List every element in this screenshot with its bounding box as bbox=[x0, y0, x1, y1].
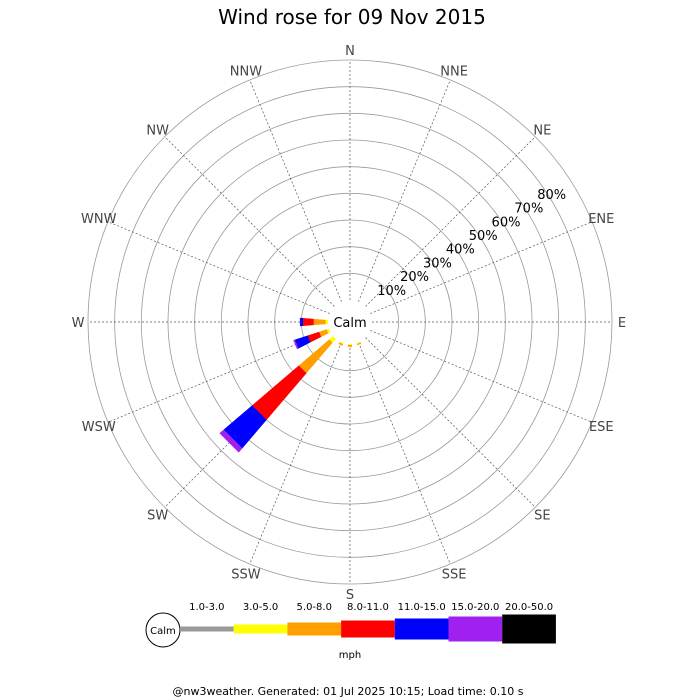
grid-spoke bbox=[370, 221, 593, 314]
grid-spoke bbox=[370, 330, 593, 423]
petal-segment bbox=[338, 342, 344, 346]
radial-tick-label: 30% bbox=[423, 256, 452, 271]
grid-ring bbox=[220, 192, 480, 452]
petal-segment bbox=[302, 318, 314, 326]
footer-text: @nw3weather. Generated: 01 Jul 2025 10:1… bbox=[173, 685, 524, 698]
grid-spoke bbox=[365, 136, 536, 307]
calm-center: Calm bbox=[328, 300, 372, 344]
petal-segment bbox=[356, 342, 362, 346]
direction-label: S bbox=[346, 588, 354, 603]
radial-tick-label: 20% bbox=[400, 270, 429, 285]
grid-spoke bbox=[358, 79, 451, 302]
radial-tick-label: 60% bbox=[492, 215, 521, 230]
legend-bin-label: 8.0-11.0 bbox=[347, 602, 389, 613]
direction-label: WSW bbox=[82, 420, 116, 435]
radial-tick-label: 80% bbox=[537, 188, 566, 203]
grid-spoke bbox=[107, 330, 330, 423]
radial-tick-label: 70% bbox=[514, 202, 543, 217]
grid-spoke bbox=[358, 342, 451, 565]
petal-segment bbox=[293, 339, 299, 350]
legend-swatch bbox=[394, 618, 449, 640]
petal-segment bbox=[299, 317, 304, 327]
grid-spoke bbox=[107, 221, 330, 314]
legend-swatch bbox=[233, 624, 288, 634]
direction-label: NW bbox=[146, 124, 169, 139]
legend-bin-label: 5.0-8.0 bbox=[297, 602, 332, 613]
petal-segment bbox=[313, 318, 326, 326]
direction-label: N bbox=[345, 44, 355, 59]
legend-bin-label: 1.0-3.0 bbox=[189, 602, 224, 613]
petal-segment bbox=[251, 365, 307, 421]
grid-ring bbox=[87, 59, 613, 585]
radial-tick-label: 10% bbox=[377, 284, 406, 299]
legend-bin-label: 20.0-50.0 bbox=[505, 602, 553, 613]
direction-labels: N NNE NE ENE E ESE SE SSE S SSW SW WSW W WNW NW NNW bbox=[72, 44, 627, 603]
direction-label: NNE bbox=[440, 65, 468, 80]
petal-segment bbox=[347, 345, 353, 347]
radial-tick-label: 50% bbox=[469, 229, 498, 244]
calm-circle bbox=[328, 300, 372, 344]
grid-spoke bbox=[249, 79, 342, 302]
direction-label: SW bbox=[147, 508, 168, 523]
direction-label: E bbox=[618, 316, 626, 331]
radial-tick-label: 40% bbox=[446, 243, 475, 258]
grid-spoke bbox=[249, 342, 342, 565]
direction-label: ESE bbox=[589, 420, 614, 435]
wind-petals bbox=[219, 317, 362, 453]
legend-bin-label: 11.0-15.0 bbox=[398, 602, 446, 613]
grid-ring bbox=[140, 112, 560, 532]
legend-swatch bbox=[341, 620, 395, 638]
direction-label: WNW bbox=[81, 212, 117, 227]
speed-legend: Calm 1.0-3.0 3.0-5.0 5.0-8.0 8.0-11.0 11.0-15… bbox=[145, 602, 556, 661]
direction-label: SE bbox=[534, 508, 550, 523]
direction-label: W bbox=[72, 316, 85, 331]
calm-label: Calm bbox=[333, 316, 366, 331]
legend-unit: mph bbox=[339, 650, 361, 661]
legend-swatch bbox=[180, 626, 234, 632]
legend-swatch bbox=[448, 616, 503, 642]
legend-swatch bbox=[502, 614, 556, 644]
petal-segment bbox=[219, 429, 243, 453]
petal-segment bbox=[325, 319, 329, 325]
direction-label: NE bbox=[533, 124, 551, 139]
legend-bin-label: 3.0-5.0 bbox=[243, 602, 278, 613]
direction-label: SSW bbox=[231, 567, 261, 582]
grid-spoke bbox=[164, 136, 335, 307]
legend-swatch bbox=[287, 622, 342, 636]
polar-grid bbox=[87, 59, 613, 585]
radial-tick-labels: 10%20%30%40%50%60%70%80% bbox=[377, 188, 566, 299]
direction-label: SSE bbox=[442, 567, 467, 582]
legend-bin-label: 15.0-20.0 bbox=[451, 602, 499, 613]
grid-spoke bbox=[365, 337, 536, 508]
direction-label: ENE bbox=[588, 212, 614, 227]
chart-title: Wind rose for 09 Nov 2015 bbox=[218, 5, 486, 29]
direction-label: NNW bbox=[230, 65, 262, 80]
legend-calm-label: Calm bbox=[150, 626, 176, 637]
